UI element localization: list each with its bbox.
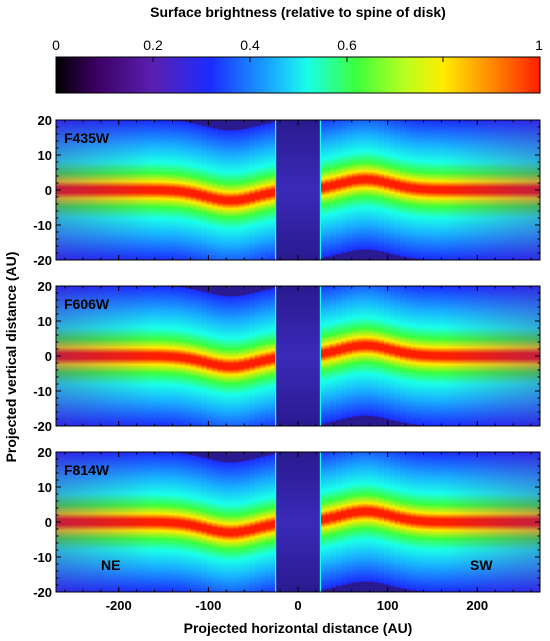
colorbar-tick-label: 0.2 <box>143 37 163 53</box>
x-tick-label: 100 <box>377 598 399 613</box>
colorbar-tick-label: 0 <box>52 37 60 53</box>
y-tick-label: -20 <box>33 585 52 600</box>
y-axis-label: Projected vertical distance (AU) <box>3 252 19 463</box>
y-tick-label: 20 <box>38 445 52 460</box>
colorbar-tick-label: 0.4 <box>240 37 260 53</box>
y-tick-label: -10 <box>33 550 52 565</box>
x-tick-label: 200 <box>466 598 488 613</box>
y-tick-label: 10 <box>38 480 52 495</box>
y-tick-label: 0 <box>45 349 52 364</box>
occulting-mask <box>275 452 321 592</box>
y-tick-label: 20 <box>38 279 52 294</box>
y-tick-label: 10 <box>38 148 52 163</box>
y-tick-label: 20 <box>38 113 52 128</box>
y-tick-label: 0 <box>45 515 52 530</box>
colorbar-title: Surface brightness (relative to spine of… <box>150 4 446 20</box>
heatmap-panel: -20 -10 0 10 20 F435W <box>33 113 541 268</box>
heatmap-panel: -20 -10 0 10 20 F606W <box>33 279 541 434</box>
panel-label: F606W <box>64 296 110 312</box>
panel-label: F814W <box>64 462 110 478</box>
colorbar <box>55 56 541 94</box>
colorbar-tick-labels: 0 0.2 0.4 0.6 1 <box>52 37 543 53</box>
colorbar-tick-label: 0.6 <box>337 37 357 53</box>
x-tick-label: 0 <box>294 598 301 613</box>
y-tick-label: -10 <box>33 218 52 233</box>
y-tick-label: -20 <box>33 253 52 268</box>
x-tick-label: -100 <box>195 598 221 613</box>
side-label-sw: SW <box>470 557 493 573</box>
panels: -20-1001020F435W-20-1001020F606W-20-1001… <box>33 113 541 613</box>
y-tick-label: 10 <box>38 314 52 329</box>
y-tick-label: 0 <box>45 183 52 198</box>
y-tick-label: -10 <box>33 384 52 399</box>
heatmap-panel: -20 -10 0 10 20 F814W NE SW <box>33 445 541 600</box>
x-axis-label: Projected horizontal distance (AU) <box>184 620 413 636</box>
x-tick-label: -200 <box>106 598 132 613</box>
y-tick-label: -20 <box>33 419 52 434</box>
occulting-mask <box>275 286 321 426</box>
colorbar-tick-label: 1 <box>535 37 543 53</box>
colorbar-ticks <box>152 57 444 62</box>
occulting-mask <box>275 120 321 260</box>
panel-label: F435W <box>64 130 110 146</box>
side-label-ne: NE <box>101 557 120 573</box>
